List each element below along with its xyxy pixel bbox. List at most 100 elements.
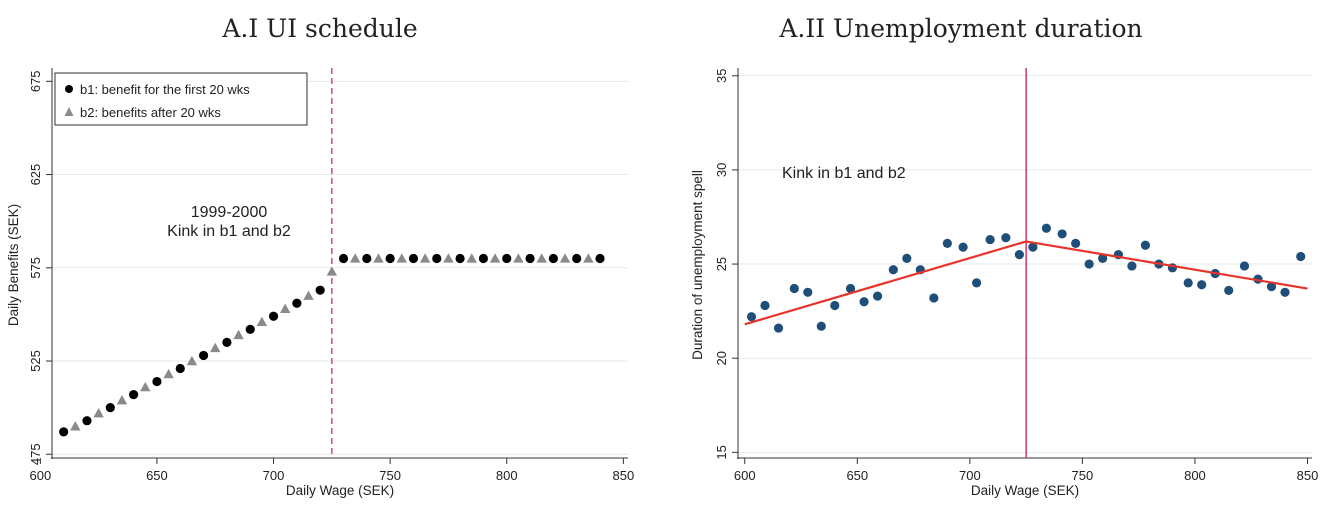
- b1-point: [315, 285, 325, 295]
- duration-point: [1280, 287, 1290, 297]
- y-tick-label: 25: [714, 257, 729, 271]
- unemployment-duration-chart: 600 650 700 750 800 850 15 20 25 30 35 Daily Wage (…: [690, 68, 1319, 498]
- duration-point: [789, 283, 799, 294]
- b1-point: [338, 253, 349, 264]
- duration-point: [942, 238, 952, 248]
- b2-point: [70, 421, 81, 431]
- b2-point: [233, 329, 244, 340]
- y-tick-label: 475: [28, 443, 43, 465]
- y-tick-label: 575: [28, 257, 43, 279]
- fit-line: [744, 240, 1308, 326]
- b2-point: [326, 266, 338, 276]
- b2-point: [349, 253, 361, 263]
- x-axis-label: Daily Wage (SEK): [286, 483, 394, 498]
- b2-point: [419, 253, 431, 263]
- b1-point: [432, 253, 442, 264]
- x-tick-label: 800: [1184, 468, 1206, 483]
- b2-point: [279, 303, 291, 313]
- duration-point: [1014, 250, 1024, 260]
- duration-point: [1183, 278, 1193, 288]
- duration-point: [972, 278, 982, 288]
- duration-point: [1098, 253, 1108, 264]
- y-tick-label: 525: [28, 350, 43, 372]
- duration-point: [816, 321, 826, 331]
- chart-title: A.II Unemployment duration: [779, 14, 1143, 43]
- y-axis-label: Duration of unemployment spell: [690, 170, 705, 360]
- y-tick-label: 675: [28, 70, 43, 92]
- duration-point: [958, 242, 968, 252]
- b1-point: [595, 253, 605, 264]
- duration-point: [1239, 261, 1250, 271]
- duration-point: [773, 323, 784, 333]
- b1-point: [525, 253, 535, 264]
- b1-point: [82, 416, 92, 426]
- b1-point: [548, 253, 558, 264]
- duration-point: [902, 253, 912, 264]
- duration-point: [1084, 259, 1094, 269]
- duration-point: [1001, 233, 1011, 243]
- b1-point: [478, 253, 489, 264]
- x-tick-label: 650: [846, 468, 868, 483]
- x-tick-label: 700: [263, 468, 285, 483]
- b1-point: [198, 350, 209, 361]
- b1-point: [292, 298, 302, 308]
- b2-point: [256, 316, 268, 327]
- duration-point: [888, 265, 898, 275]
- x-tick-label: 800: [496, 468, 518, 483]
- b2-point: [373, 253, 384, 263]
- x-axis-label: Daily Wage (SEK): [971, 483, 1079, 498]
- duration-point: [1140, 240, 1151, 250]
- duration-point: [1028, 242, 1038, 252]
- x-tick-label: 850: [1297, 468, 1319, 483]
- duration-point: [1071, 238, 1081, 248]
- annotation-text: Kink in b1 and b2: [167, 223, 291, 240]
- duration-point: [859, 297, 869, 307]
- b2-point: [583, 253, 594, 263]
- duration-point: [1224, 285, 1234, 296]
- b1-point: [408, 253, 419, 264]
- b2-point: [513, 253, 524, 263]
- x-tick-label: 750: [1072, 468, 1094, 483]
- duration-point: [1197, 280, 1207, 290]
- chart-panel-unemployment-duration: A.II Unemployment duration 600 650 700 750 8…: [660, 0, 1322, 510]
- b2-point: [536, 253, 547, 263]
- b1-point: [59, 427, 69, 437]
- b1-point: [502, 253, 512, 264]
- b1-point: [362, 253, 372, 264]
- duration-point: [929, 293, 939, 303]
- duration-point: [845, 283, 856, 294]
- b1-point: [245, 324, 255, 334]
- b2-point: [303, 290, 314, 300]
- y-tick-label: 30: [714, 163, 729, 177]
- b1-point: [572, 253, 582, 264]
- y-tick-label: 35: [714, 69, 729, 83]
- b2-point: [489, 253, 501, 263]
- duration-point: [746, 312, 757, 322]
- duration-point: [830, 300, 840, 311]
- y-tick-label: 625: [28, 164, 43, 186]
- b1-point: [129, 389, 139, 400]
- b1-point: [268, 311, 279, 321]
- x-tick-label: 750: [379, 468, 401, 483]
- b2-point: [93, 408, 104, 418]
- duration-point: [760, 300, 770, 311]
- b1-point: [105, 403, 115, 413]
- b2-point: [443, 253, 454, 263]
- duration-point: [803, 287, 813, 297]
- b2-point: [116, 394, 128, 405]
- b2-point: [210, 342, 221, 353]
- b1-point: [222, 337, 232, 347]
- annotation-text: Kink in b1 and b2: [782, 165, 906, 182]
- legend-b2-marker: [64, 107, 74, 116]
- duration-point: [1296, 251, 1306, 262]
- b2-point: [396, 253, 407, 263]
- y-tick-label: 20: [714, 351, 729, 365]
- legend-box: [54, 72, 308, 126]
- y-axis-label: Daily Benefits (SEK): [6, 204, 21, 326]
- duration-point: [1041, 223, 1051, 233]
- x-tick-label: 650: [146, 468, 168, 483]
- b1-point: [152, 376, 162, 387]
- chart-title: A.I UI schedule: [222, 14, 418, 43]
- b2-point: [466, 253, 477, 263]
- x-tick-label: 700: [959, 468, 981, 483]
